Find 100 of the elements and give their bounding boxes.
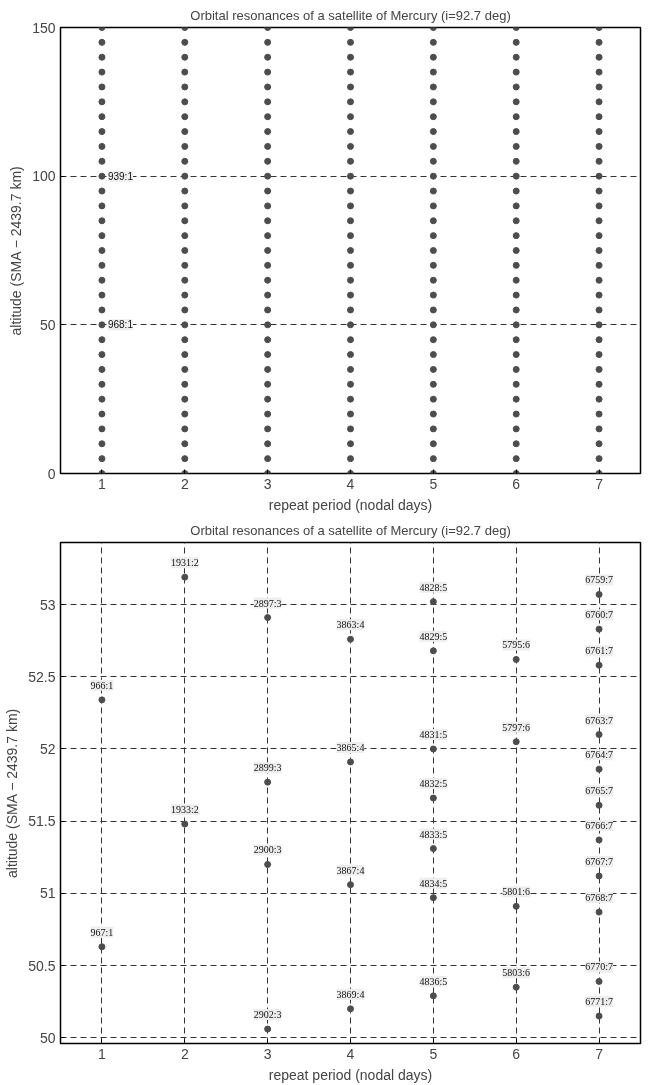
point	[181, 336, 189, 344]
point	[595, 836, 603, 844]
point	[98, 351, 106, 359]
point	[595, 380, 603, 388]
point	[595, 291, 603, 299]
point	[512, 68, 520, 76]
data-label: 1933:2	[170, 804, 199, 816]
data-label: 966:1	[90, 679, 114, 691]
point	[98, 943, 106, 951]
point	[512, 142, 520, 150]
point	[264, 142, 272, 150]
point	[181, 306, 189, 314]
point	[181, 291, 189, 299]
point	[429, 598, 437, 606]
point	[595, 625, 603, 633]
point	[595, 351, 603, 359]
y-tick-label: 50	[39, 1029, 56, 1046]
point	[181, 425, 189, 433]
data-label: 1931:2	[170, 557, 199, 569]
point	[98, 321, 106, 329]
point	[98, 187, 106, 195]
point	[347, 425, 354, 433]
point	[181, 113, 189, 121]
point	[429, 172, 437, 180]
point	[512, 128, 520, 136]
point	[98, 380, 106, 388]
point	[264, 261, 272, 269]
point	[264, 68, 272, 76]
point	[595, 908, 603, 916]
point	[595, 336, 603, 344]
point	[181, 187, 189, 195]
point	[595, 187, 603, 195]
data-label: 2900:3	[253, 844, 282, 856]
point	[181, 217, 189, 225]
point	[181, 98, 189, 106]
point	[181, 53, 189, 61]
point	[429, 128, 437, 136]
x-tick-label: 7	[595, 475, 604, 492]
point	[595, 661, 603, 669]
data-label: 6764:7	[585, 749, 613, 761]
point	[264, 98, 272, 106]
point	[429, 395, 437, 403]
data-label: 4836:5	[419, 975, 448, 987]
annotation: 939:1	[107, 170, 134, 182]
point	[512, 276, 520, 284]
point	[512, 217, 520, 225]
y-tick-label: 50.5	[28, 957, 56, 974]
point	[512, 440, 520, 448]
point	[264, 336, 272, 344]
point	[98, 306, 106, 314]
point	[429, 53, 437, 61]
x-tick-label: 1	[98, 1045, 107, 1062]
data-label: 6760:7	[585, 609, 613, 621]
x-tick-label: 4	[346, 475, 355, 492]
x-tick-label: 4	[346, 1045, 355, 1062]
data-label: 6761:7	[585, 645, 613, 657]
point	[181, 261, 189, 269]
point	[595, 590, 603, 598]
point	[595, 395, 603, 403]
point	[512, 902, 520, 910]
point	[264, 425, 272, 433]
point	[181, 38, 189, 46]
point	[429, 455, 437, 463]
point	[264, 455, 272, 463]
point	[181, 232, 189, 240]
point	[98, 172, 106, 180]
point	[512, 738, 520, 746]
point	[595, 98, 603, 106]
x-tick-label: 5	[429, 475, 438, 492]
data-label: 5803:6	[502, 967, 531, 979]
point	[98, 38, 106, 46]
point	[98, 365, 106, 373]
point	[98, 83, 106, 91]
point	[264, 306, 272, 314]
point	[98, 68, 106, 76]
point	[429, 38, 437, 46]
point	[264, 778, 272, 786]
point	[595, 306, 603, 314]
point	[595, 247, 603, 254]
point	[98, 336, 106, 344]
y-tick-label: 0	[47, 465, 56, 482]
point	[181, 68, 189, 76]
point	[347, 351, 354, 359]
point	[429, 365, 437, 373]
point	[264, 410, 272, 418]
point	[512, 380, 520, 388]
point	[429, 113, 437, 121]
point	[595, 128, 603, 136]
point	[512, 455, 520, 463]
y-axis-title: altitude (SMA − 2439.7 km)	[4, 708, 21, 879]
point	[429, 321, 437, 329]
point	[264, 38, 272, 46]
point	[347, 1005, 354, 1013]
data-label: 3865:4	[336, 741, 365, 753]
point	[595, 83, 603, 91]
point	[512, 187, 520, 195]
point	[595, 765, 603, 773]
point	[347, 232, 354, 240]
point	[181, 455, 189, 463]
point	[512, 395, 520, 403]
